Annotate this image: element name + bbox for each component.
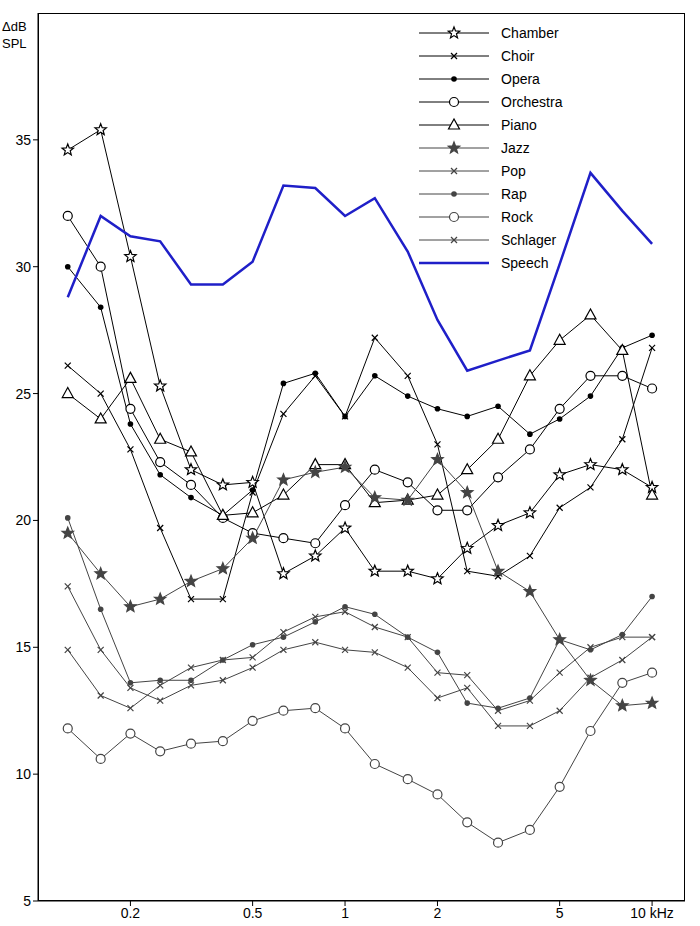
html-text:ΔdB SPL: ΔdB SPL [2, 19, 27, 51]
svg-text:5: 5 [23, 893, 31, 909]
svg-text:0.2: 0.2 [121, 905, 141, 921]
svg-text:35: 35 [15, 132, 31, 148]
svg-text:Orchestra: Orchestra [501, 94, 563, 110]
svg-text:Piano: Piano [501, 117, 537, 133]
svg-text:Opera: Opera [501, 71, 540, 87]
svg-text:Schlager: Schlager [501, 232, 557, 248]
svg-text:15: 15 [15, 639, 31, 655]
svg-text:2: 2 [434, 905, 442, 921]
svg-text:0.5: 0.5 [243, 905, 263, 921]
svg-text:1: 1 [341, 905, 349, 921]
svg-text:Pop: Pop [501, 163, 526, 179]
svg-text:Rock: Rock [501, 209, 534, 225]
svg-text:25: 25 [15, 386, 31, 402]
svg-text:Speech: Speech [501, 255, 548, 271]
svg-text:Choir: Choir [501, 48, 535, 64]
svg-text:30: 30 [15, 259, 31, 275]
svg-text:10: 10 [15, 766, 31, 782]
svg-text:Jazz: Jazz [501, 140, 530, 156]
svg-text:5: 5 [556, 905, 564, 921]
svg-text:20: 20 [15, 512, 31, 528]
svg-text:10 kHz: 10 kHz [630, 905, 674, 921]
svg-text:Chamber: Chamber [501, 25, 559, 41]
svg-text:Rap: Rap [501, 186, 527, 202]
